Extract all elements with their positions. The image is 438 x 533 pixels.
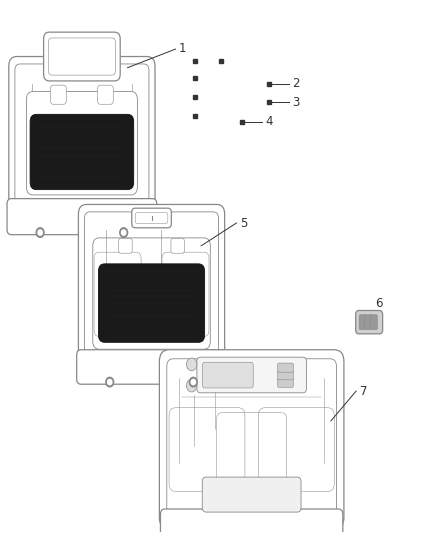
- Text: 6: 6: [375, 297, 382, 310]
- FancyBboxPatch shape: [78, 205, 225, 367]
- FancyBboxPatch shape: [278, 363, 293, 372]
- FancyBboxPatch shape: [7, 199, 157, 235]
- Circle shape: [120, 228, 127, 237]
- Circle shape: [121, 230, 126, 235]
- FancyBboxPatch shape: [359, 315, 367, 329]
- Circle shape: [189, 377, 197, 387]
- FancyBboxPatch shape: [171, 238, 184, 253]
- FancyBboxPatch shape: [26, 92, 138, 195]
- Text: 2: 2: [292, 77, 300, 90]
- Circle shape: [108, 379, 112, 385]
- FancyBboxPatch shape: [132, 208, 171, 228]
- FancyBboxPatch shape: [202, 477, 301, 512]
- FancyBboxPatch shape: [9, 56, 155, 216]
- FancyBboxPatch shape: [98, 85, 113, 104]
- FancyBboxPatch shape: [44, 32, 120, 81]
- Text: 5: 5: [240, 216, 247, 230]
- Text: 7: 7: [360, 385, 367, 398]
- FancyBboxPatch shape: [356, 311, 383, 334]
- FancyBboxPatch shape: [197, 357, 307, 393]
- Text: 4: 4: [265, 115, 272, 128]
- FancyBboxPatch shape: [50, 85, 66, 104]
- FancyBboxPatch shape: [160, 509, 343, 533]
- Circle shape: [38, 230, 42, 235]
- Circle shape: [187, 379, 197, 392]
- Circle shape: [106, 377, 114, 387]
- Text: 1: 1: [179, 42, 187, 54]
- Circle shape: [187, 358, 197, 371]
- FancyBboxPatch shape: [278, 370, 293, 380]
- FancyBboxPatch shape: [30, 114, 134, 190]
- Text: 3: 3: [292, 95, 300, 109]
- FancyBboxPatch shape: [159, 350, 344, 529]
- FancyBboxPatch shape: [93, 238, 210, 349]
- FancyBboxPatch shape: [119, 238, 132, 253]
- FancyBboxPatch shape: [77, 350, 226, 384]
- FancyBboxPatch shape: [278, 378, 293, 387]
- Circle shape: [36, 228, 44, 237]
- FancyBboxPatch shape: [365, 315, 372, 329]
- FancyBboxPatch shape: [370, 315, 378, 329]
- Circle shape: [191, 379, 195, 385]
- FancyBboxPatch shape: [202, 362, 253, 388]
- FancyBboxPatch shape: [99, 264, 205, 342]
